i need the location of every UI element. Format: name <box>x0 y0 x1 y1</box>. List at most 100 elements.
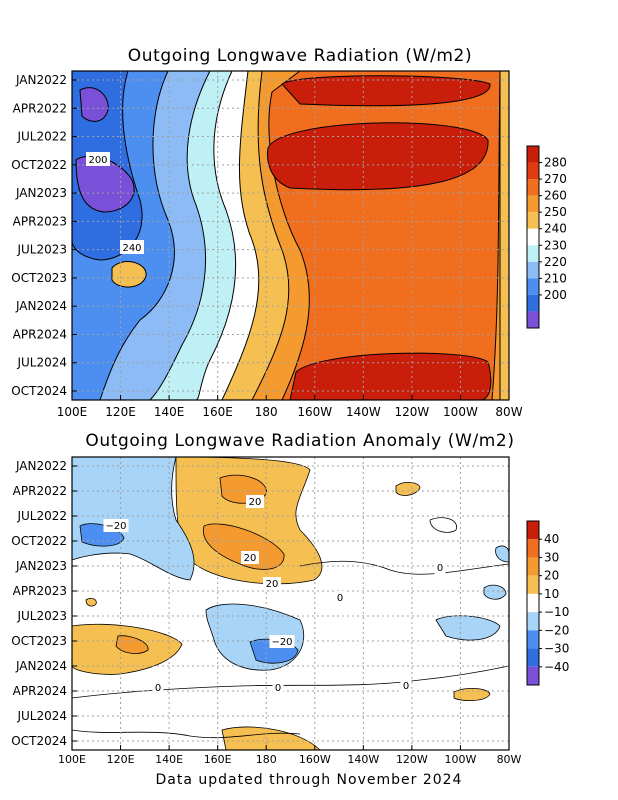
x-tick-label: 140W <box>347 753 379 766</box>
y-tick-label: JUL2022 <box>16 130 67 144</box>
x-tick-label: 120E <box>107 753 135 766</box>
x-tick-label: 140E <box>155 753 183 766</box>
colorbar-tick-label: −40 <box>544 660 569 674</box>
x-tick-label: 120W <box>396 753 428 766</box>
colorbar-segment <box>527 612 539 631</box>
y-tick-label: OCT2024 <box>11 734 67 748</box>
y-tick-label: APR2023 <box>13 214 67 228</box>
x-tick-label: 100W <box>445 753 477 766</box>
x-tick-label: 120W <box>394 405 429 419</box>
y-tick-label: JUL2024 <box>16 356 67 370</box>
colorbar-tick-label: 200 <box>544 288 567 302</box>
anomaly-positive-small-east <box>395 482 421 496</box>
y-tick-label: OCT2023 <box>11 271 67 285</box>
contour-label: 240 <box>122 243 141 254</box>
colorbar-segment <box>527 666 539 685</box>
contour-label-bg <box>241 551 259 564</box>
x-tick-label: 160E <box>202 405 233 419</box>
y-tick-label: OCT2024 <box>11 384 67 398</box>
olr-280-patch-top <box>281 75 491 107</box>
colorbar-segment <box>527 593 539 613</box>
anomaly-20-30-west <box>115 635 149 654</box>
contour-label: 200 <box>88 155 107 166</box>
y-tick-label: OCT2022 <box>11 534 67 548</box>
colorbar-tick-label: 30 <box>544 550 559 564</box>
x-tick-label: 140W <box>346 405 381 419</box>
anomaly-neg-10-20-west <box>71 456 195 581</box>
anomaly-neg-10-20-east <box>435 615 501 641</box>
colorbar-segment <box>527 294 539 312</box>
contour-label-bg <box>434 561 446 574</box>
olr-270-band <box>268 70 501 401</box>
x-tick-label: 180 <box>256 753 277 766</box>
contour-label: −20 <box>105 521 126 532</box>
x-tick-label: 100E <box>58 753 86 766</box>
colorbar-tick-label: 260 <box>544 189 567 203</box>
colorbar-tick-label: −20 <box>544 623 569 637</box>
y-tick-label: APR2023 <box>13 584 67 598</box>
contour-label-bg <box>334 591 346 604</box>
x-tick-label: 100E <box>57 405 88 419</box>
colorbar-segment <box>527 278 539 295</box>
x-tick-label: 180 <box>255 405 278 419</box>
colorbar-tick-label: 270 <box>544 172 567 186</box>
colorbar-tick-label: 40 <box>544 532 559 546</box>
anomaly-positive-dot <box>85 597 97 607</box>
olr-anomaly-hovmoller-chart: 100E 120E 140E 160E 180 160W 140W 120W 100W 80W JA… <box>11 456 569 766</box>
colorbar-tick-label: 240 <box>544 222 567 236</box>
colorbar-frame <box>526 145 540 329</box>
y-tick-label: APR2022 <box>13 484 67 498</box>
colorbar-segment <box>527 521 539 540</box>
contour-label-bg <box>263 577 281 590</box>
y-tick-label: APR2024 <box>13 327 67 341</box>
contour-label-bg <box>246 495 264 508</box>
colorbar-frame <box>526 520 540 686</box>
colorbar-segment <box>527 245 539 262</box>
colorbar-segment <box>527 195 539 213</box>
y-tick-label: JAN2023 <box>15 559 67 573</box>
olr-280-patch-mid <box>267 122 489 191</box>
colorbar-tick-label: 10 <box>544 587 559 601</box>
olr-250-blob-west <box>111 261 147 288</box>
y-tick-label: JUL2022 <box>16 509 67 523</box>
colorbar-segment <box>527 575 539 594</box>
colorbar-segment <box>527 179 539 196</box>
y-tick-label: OCT2023 <box>11 634 67 648</box>
anomaly-20-30-patch-mid <box>202 523 285 570</box>
y-tick-label: JAN2022 <box>15 459 67 473</box>
contour-label: −20 <box>271 637 292 648</box>
y-tick-label: APR2024 <box>13 684 67 698</box>
colorbar-tick-label: 280 <box>544 156 567 170</box>
chart-title-olr-anomaly: Outgoing Longwave Radiation Anomaly (W/m… <box>85 431 515 451</box>
x-tick-label: 160E <box>204 753 232 766</box>
anomaly-neg-10-20-east-small <box>483 584 507 600</box>
colorbar-segment <box>527 228 539 246</box>
footer-data-updated: Data updated through November 2024 <box>155 772 463 788</box>
contour-label-bg <box>272 681 284 694</box>
contour-label-bg <box>103 519 129 532</box>
contour-label: 20 <box>244 553 257 564</box>
y-tick-label: JUL2023 <box>16 243 67 257</box>
y-tick-label: JAN2024 <box>15 299 67 313</box>
x-tick-label: 160W <box>297 405 332 419</box>
colorbar-tick-label: 230 <box>544 238 567 252</box>
y-tick-label: JAN2024 <box>15 659 67 673</box>
x-tick-label: 80W <box>497 753 522 766</box>
y-tick-label: JUL2023 <box>16 609 67 623</box>
contour-label: 0 <box>337 593 343 604</box>
colorbar-tick-label: 220 <box>544 255 567 269</box>
colorbar-tick-label: 210 <box>544 271 567 285</box>
y-tick-label: JAN2022 <box>15 73 67 87</box>
anomaly-positive-small-southeast <box>453 688 491 702</box>
x-tick-label: 140E <box>154 405 185 419</box>
y-tick-label: JUL2024 <box>16 709 67 723</box>
olr-below-200-patch-small <box>79 87 109 122</box>
contour-label-bg <box>269 635 295 648</box>
zero-contour <box>299 560 510 575</box>
olr-hovmoller-chart: 100E 120E 140E 160E 180 160W 140W 120W 100W 80W JA… <box>11 70 567 419</box>
colorbar-segment <box>527 630 539 649</box>
olr-280-patch-bottom <box>289 352 492 401</box>
chart-title-olr: Outgoing Longwave Radiation (W/m2) <box>127 46 473 66</box>
x-tick-label: 160W <box>299 753 331 766</box>
contour-label-bg <box>86 152 110 166</box>
